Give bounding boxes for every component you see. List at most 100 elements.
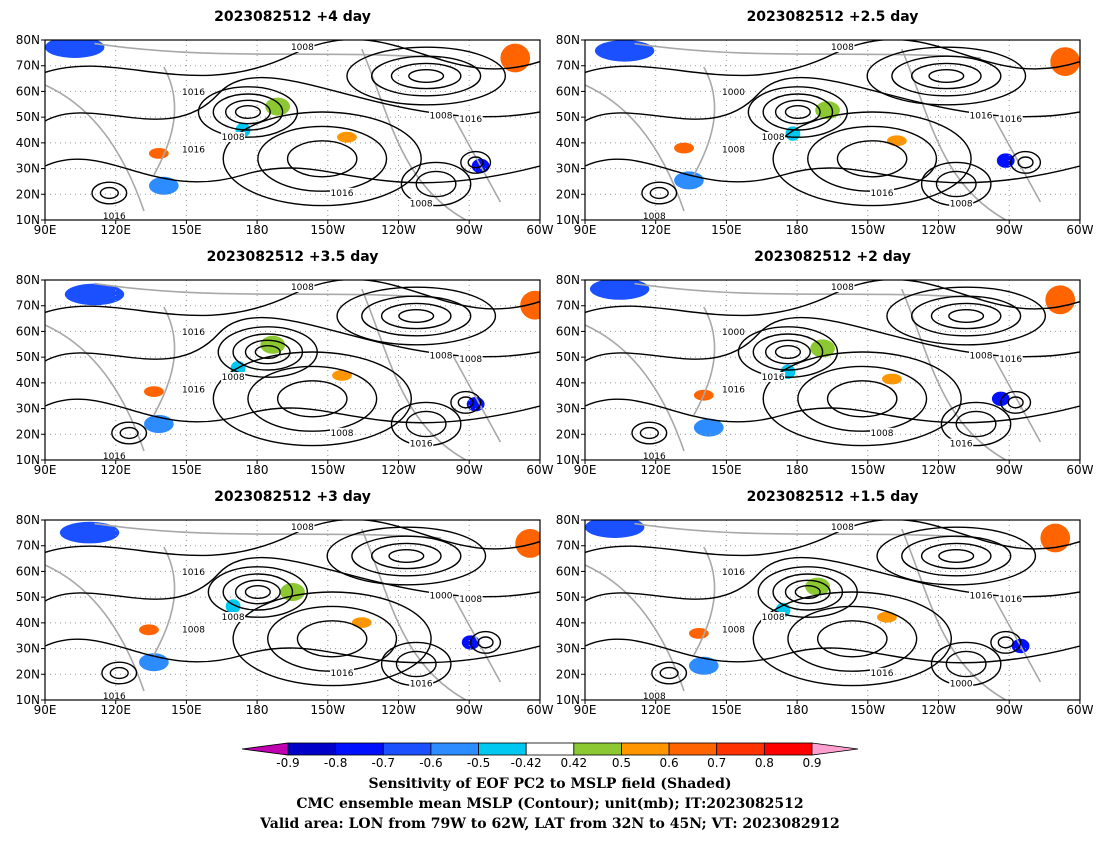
- mslp-contour: [469, 630, 502, 654]
- map-panel-5: 2023082512 +3 day10081016100810161016100…: [16, 489, 554, 717]
- mslp-contour: [351, 535, 462, 577]
- mslp-contour: [585, 317, 1080, 362]
- contour-label: 1008: [831, 283, 854, 293]
- contour-label-bg: [642, 451, 667, 460]
- contour-label: 1016: [103, 452, 126, 462]
- mslp-contour: [585, 40, 1080, 77]
- coastline: [45, 84, 145, 212]
- mslp-contour: [631, 421, 668, 445]
- mslp-contour: [398, 309, 435, 324]
- lon-tick-label: 90W: [996, 223, 1023, 237]
- lat-tick-label: 30N: [556, 642, 580, 656]
- coastline: [693, 306, 716, 416]
- mslp-contour: [234, 104, 262, 119]
- lat-tick-label: 10N: [556, 213, 580, 227]
- lon-tick-label: 180: [246, 463, 269, 477]
- coastline: [634, 42, 982, 59]
- contour-label: 1016: [331, 669, 354, 679]
- lon-tick-label: 150E: [711, 463, 742, 477]
- lat-tick-label: 60N: [556, 324, 580, 338]
- contour-label-bg: [870, 187, 894, 198]
- mslp-contour: [45, 557, 540, 602]
- map-frame: [44, 519, 541, 701]
- mslp-contour: [254, 345, 281, 360]
- mslp-contour: [585, 158, 1080, 184]
- shaded-sensitivity-region: [139, 624, 159, 636]
- contour-label: 1008: [291, 523, 314, 533]
- lat-tick-label: 10N: [16, 213, 40, 227]
- contour-label: 1016: [970, 591, 993, 601]
- coastline: [45, 324, 145, 452]
- coastline: [901, 528, 1007, 700]
- contour-label-bg: [642, 211, 667, 220]
- map-panel-6: 2023082512 +1.5 day100810161008101610001…: [556, 489, 1094, 717]
- lat-tick-label: 20N: [16, 667, 40, 681]
- shaded-sensitivity-region: [64, 283, 125, 306]
- mslp-contour: [361, 295, 472, 337]
- lat-tick-label: 50N: [556, 590, 580, 604]
- lat-tick-label: 40N: [556, 616, 580, 630]
- lon-tick-label: 180: [246, 703, 269, 717]
- colorbar-box: [478, 742, 527, 756]
- contour-label: 1008: [291, 43, 314, 53]
- mslp-contour: [247, 365, 378, 432]
- lon-tick-label: 150W: [310, 703, 345, 717]
- lon-tick-label: 120E: [100, 703, 131, 717]
- contour-label: 1016: [410, 440, 433, 450]
- lat-tick-label: 70N: [556, 539, 580, 553]
- coastline: [693, 546, 716, 656]
- mslp-contour: [955, 410, 997, 438]
- lon-tick-label: 150W: [850, 703, 885, 717]
- mslp-contour: [1010, 150, 1042, 174]
- mslp-contour: [886, 286, 1047, 346]
- colorbar-label: 0.9: [802, 756, 821, 770]
- contour-label: 1008: [722, 626, 745, 636]
- mslp-contour: [45, 40, 540, 77]
- lat-tick-label: 70N: [16, 59, 40, 73]
- panel-title: 2023082512 +4 day: [214, 9, 371, 25]
- lon-tick-label: 90E: [574, 703, 597, 717]
- contour-label-bg: [830, 282, 855, 292]
- contour-label-bg: [181, 384, 206, 395]
- mslp-contour: [659, 666, 679, 680]
- lat-tick-label: 40N: [556, 136, 580, 150]
- lat-tick-label: 80N: [556, 513, 580, 527]
- colorbar-label: -0.7: [372, 756, 395, 770]
- shaded-sensitivity-region: [585, 520, 645, 538]
- lat-tick-label: 50N: [556, 110, 580, 124]
- coastline: [585, 564, 685, 692]
- contour-label: 1008: [831, 523, 854, 533]
- mslp-contour: [585, 398, 1080, 424]
- contour-label-bg: [181, 327, 206, 337]
- contour-label-bg: [870, 667, 894, 678]
- contour-label-bg: [330, 667, 354, 678]
- lat-tick-label: 70N: [556, 59, 580, 73]
- lat-tick-label: 20N: [16, 187, 40, 201]
- lon-tick-label: 150W: [850, 463, 885, 477]
- contour-label-bg: [969, 110, 993, 121]
- lon-tick-label: 90E: [34, 223, 57, 237]
- contour-label: 1008: [222, 613, 245, 623]
- coastline: [153, 546, 176, 656]
- mslp-contour: [197, 86, 299, 138]
- lat-tick-label: 70N: [16, 299, 40, 313]
- lon-tick-label: 120E: [100, 463, 131, 477]
- panel-title: 2023082512 +3.5 day: [207, 249, 379, 265]
- shaded-sensitivity-region: [1040, 523, 1071, 553]
- lon-tick-label: 150E: [171, 703, 202, 717]
- mslp-contour: [762, 351, 962, 447]
- mslp-contour: [945, 650, 987, 678]
- contour-label-bg: [721, 567, 746, 577]
- contour-label: 1008: [871, 429, 894, 439]
- mslp-contour: [787, 605, 918, 672]
- map-frame: [44, 279, 541, 461]
- contour-label: 1008: [222, 373, 245, 383]
- lon-tick-label: 150W: [850, 223, 885, 237]
- contour-label: 1008: [762, 133, 785, 143]
- mslp-contour: [774, 99, 821, 125]
- contour-label: 1016: [103, 212, 126, 222]
- lat-tick-label: 40N: [16, 136, 40, 150]
- map-panel-1: 2023082512 +4 day 1008 1016 1016 1016 1008 101…: [16, 9, 554, 237]
- contour-label-bg: [290, 522, 315, 532]
- panel-title: 2023082512 +3 day: [214, 489, 371, 505]
